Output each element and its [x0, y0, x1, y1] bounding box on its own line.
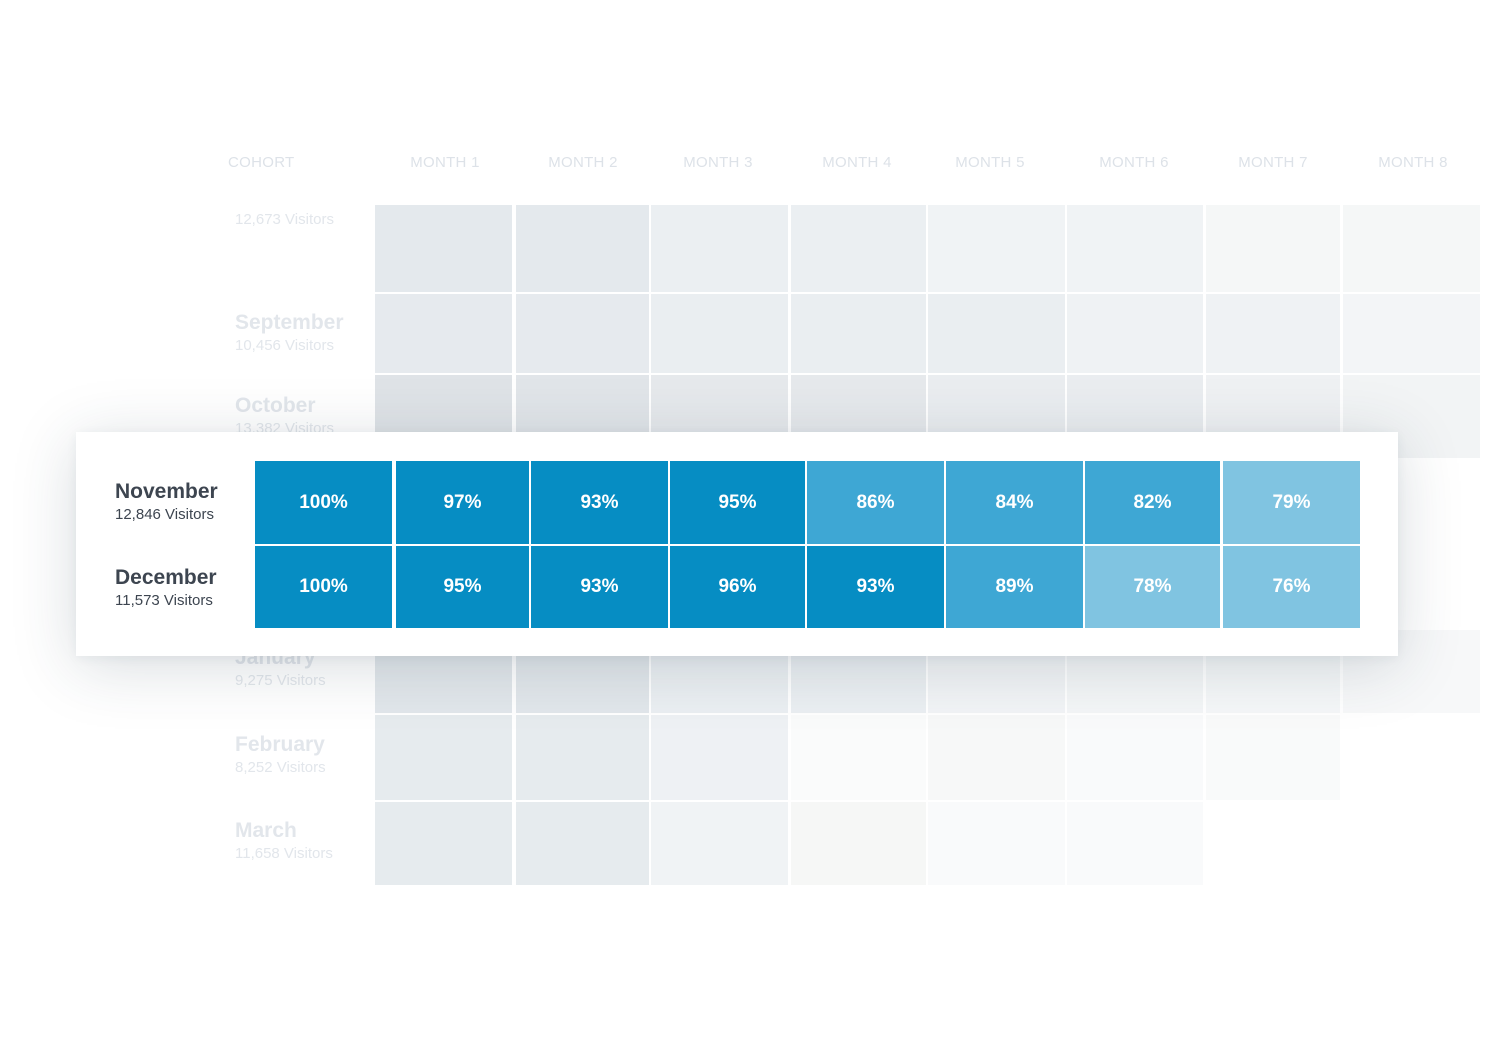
faded-row-visitors: 11,658 Visitors: [235, 845, 333, 862]
retention-cell: 96%: [670, 546, 805, 628]
cohort-visitors: 11,573 Visitors: [115, 592, 213, 609]
faded-cell: [375, 294, 512, 373]
faded-cell: [651, 715, 788, 800]
faded-cell: [1206, 205, 1340, 292]
faded-row-visitors: 9,275 Visitors: [235, 672, 326, 689]
cohort-month: December: [115, 566, 217, 589]
faded-cell: [1343, 205, 1480, 292]
retention-cell: 93%: [531, 461, 668, 544]
cohort-label-november: November 12,846 Visitors: [115, 479, 218, 525]
faded-cell: [375, 802, 512, 885]
faded-cell: [791, 294, 926, 373]
retention-cell: 89%: [946, 546, 1083, 628]
retention-cell: 86%: [807, 461, 944, 544]
faded-cell: [791, 715, 926, 800]
faded-cell: [1067, 294, 1203, 373]
faded-cell: [516, 294, 649, 373]
faded-cell: [791, 205, 926, 292]
column-header-month-1: MONTH 1: [410, 154, 480, 171]
faded-cell: [1067, 802, 1203, 885]
faded-row-label: February 8,252 Visitors: [235, 732, 326, 778]
retention-cell: 100%: [255, 461, 392, 544]
retention-cell: 93%: [531, 546, 668, 628]
retention-cell: 76%: [1223, 546, 1360, 628]
faded-cell: [928, 294, 1065, 373]
faded-cell: [1206, 294, 1340, 373]
faded-cell: [928, 802, 1065, 885]
faded-cell: [651, 205, 788, 292]
faded-cell: [1343, 294, 1480, 373]
faded-row-label: 12,673 Visitors: [235, 210, 334, 230]
faded-row-visitors: 8,252 Visitors: [235, 759, 326, 776]
faded-cell: [516, 205, 649, 292]
faded-cell: [651, 294, 788, 373]
column-header-month-6: MONTH 6: [1099, 154, 1169, 171]
faded-cell: [1067, 715, 1203, 800]
faded-row-visitors: 10,456 Visitors: [235, 337, 334, 354]
retention-cell: 84%: [946, 461, 1083, 544]
faded-cell: [516, 802, 649, 885]
retention-cell: 82%: [1085, 461, 1220, 544]
faded-cell: [375, 205, 512, 292]
faded-row-month: March: [235, 819, 297, 842]
faded-row-label: September 10,456 Visitors: [235, 310, 344, 356]
column-header-cohort: COHORT: [228, 154, 295, 171]
faded-row-month: September: [235, 311, 344, 334]
faded-cell: [928, 715, 1065, 800]
faded-cell: [651, 802, 788, 885]
retention-cell: 78%: [1085, 546, 1220, 628]
faded-cell: [791, 802, 926, 885]
faded-cell: [1067, 205, 1203, 292]
cohort-label-december: December 11,573 Visitors: [115, 565, 217, 611]
retention-cell: 100%: [255, 546, 392, 628]
retention-cell: 93%: [807, 546, 944, 628]
faded-cell: [928, 205, 1065, 292]
faded-row-visitors: 12,673 Visitors: [235, 211, 334, 228]
faded-row-month: February: [235, 733, 325, 756]
faded-row-label: March 11,658 Visitors: [235, 818, 333, 864]
faded-cell: [1206, 715, 1340, 800]
column-header-month-8: MONTH 8: [1378, 154, 1448, 171]
faded-cell: [375, 715, 512, 800]
column-header-month-5: MONTH 5: [955, 154, 1025, 171]
retention-cell: 95%: [670, 461, 805, 544]
column-header-month-4: MONTH 4: [822, 154, 892, 171]
highlighted-cohort-card: November 12,846 Visitors December 11,573…: [76, 432, 1398, 656]
column-header-month-2: MONTH 2: [548, 154, 618, 171]
faded-row-month: October: [235, 394, 316, 417]
cohort-visitors: 12,846 Visitors: [115, 506, 214, 523]
faded-cell: [516, 715, 649, 800]
column-header-month-7: MONTH 7: [1238, 154, 1308, 171]
retention-cell: 97%: [396, 461, 529, 544]
cohort-month: November: [115, 480, 218, 503]
retention-cell: 95%: [396, 546, 529, 628]
retention-cell: 79%: [1223, 461, 1360, 544]
column-header-month-3: MONTH 3: [683, 154, 753, 171]
